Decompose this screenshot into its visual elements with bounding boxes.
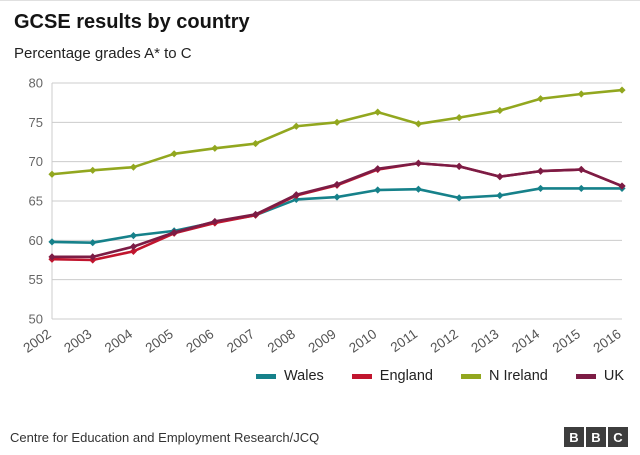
legend-label: UK [603, 368, 624, 384]
chart-svg: 50 55 60 65 70 75 80 2002 2003 2004 2005 2006 2007 20… [21, 76, 626, 356]
source-attribution: Centre for Education and Employment Rese… [10, 429, 320, 445]
svg-text:2011: 2011 [388, 326, 420, 355]
footer: Centre for Education and Employment Rese… [0, 415, 640, 447]
uk-swatch-icon [575, 373, 596, 379]
legend-label: N Ireland [489, 368, 548, 384]
legend-item-england: England [351, 368, 433, 384]
legend-item-wales: Wales [256, 368, 324, 384]
wales-swatch-icon [256, 373, 277, 379]
svg-text:2003: 2003 [61, 326, 94, 356]
svg-text:70: 70 [29, 154, 43, 169]
bbc-logo-block: B [586, 427, 606, 447]
england-swatch-icon [351, 373, 372, 379]
svg-text:2009: 2009 [306, 326, 339, 356]
svg-text:2005: 2005 [143, 326, 176, 356]
bbc-logo-block: B [564, 427, 584, 447]
svg-text:2007: 2007 [224, 326, 257, 356]
chart-legend: Wales England N Ireland UK [0, 368, 640, 384]
svg-text:2004: 2004 [102, 326, 136, 356]
svg-text:55: 55 [29, 272, 43, 287]
legend-item-uk: UK [575, 368, 624, 384]
svg-text:2010: 2010 [346, 326, 379, 356]
svg-text:2002: 2002 [21, 326, 54, 356]
svg-text:2016: 2016 [591, 326, 624, 356]
legend-label: England [379, 368, 433, 384]
n-ireland-swatch-icon [461, 373, 481, 379]
legend-item-n-ireland: N Ireland [461, 368, 548, 384]
page-title: GCSE results by country [14, 11, 250, 33]
bbc-logo-block: C [608, 427, 628, 447]
svg-text:60: 60 [29, 233, 43, 248]
svg-text:2008: 2008 [265, 326, 298, 356]
svg-text:2015: 2015 [550, 326, 583, 356]
bbc-logo: B B C [564, 427, 628, 447]
svg-text:2013: 2013 [468, 326, 501, 356]
svg-text:80: 80 [29, 76, 43, 91]
legend-label: Wales [284, 368, 324, 384]
svg-text:50: 50 [29, 312, 43, 327]
svg-text:2014: 2014 [509, 326, 543, 356]
svg-text:2006: 2006 [183, 326, 216, 356]
chart-subtitle: Percentage grades A* to C [14, 45, 192, 62]
svg-text:75: 75 [29, 115, 43, 130]
svg-text:2012: 2012 [428, 326, 461, 356]
svg-text:65: 65 [29, 194, 43, 209]
